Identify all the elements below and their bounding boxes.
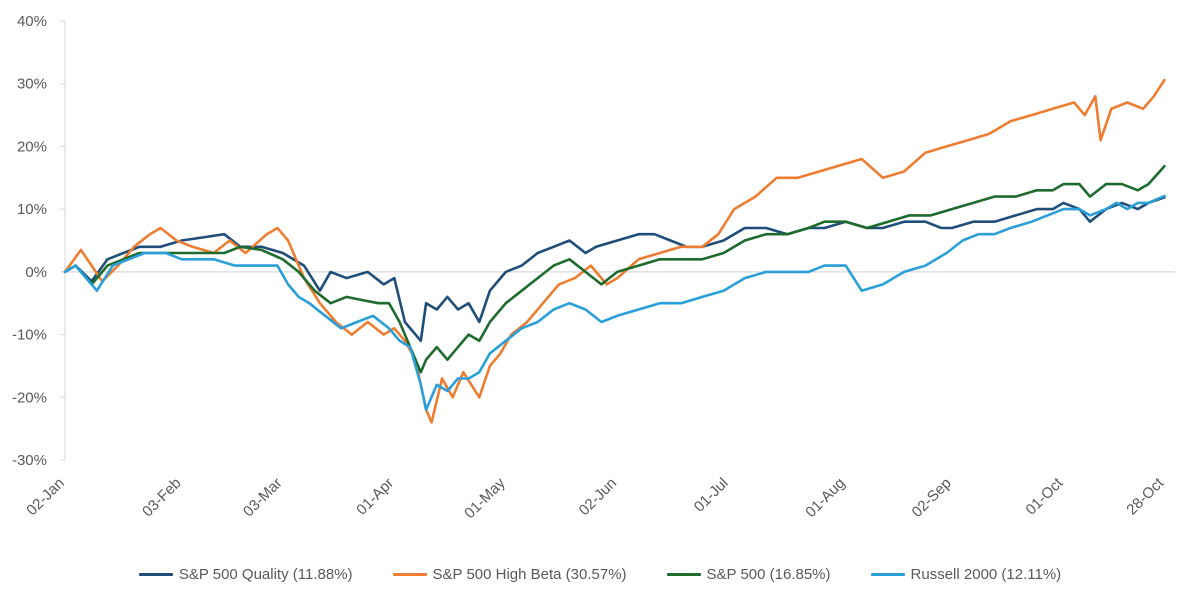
x-tick-label: 01-Aug bbox=[802, 475, 848, 521]
legend-item-1: S&P 500 High Beta (30.57%) bbox=[392, 566, 627, 583]
legend-label: S&P 500 (16.85%) bbox=[706, 566, 831, 583]
line-chart: -30% -20% -10% 0% 10% 20% 30% 40% 02-Jan 03-Feb 03… bbox=[12, 13, 1175, 522]
series-line-1 bbox=[63, 78, 1166, 424]
y-tick-label: 20% bbox=[17, 138, 47, 155]
x-tick-label: 01-Oct bbox=[1022, 474, 1066, 518]
x-tick-label: 03-Mar bbox=[240, 475, 286, 521]
x-tick-label: 02-Sep bbox=[909, 475, 955, 521]
x-tick-label: 02-Jan bbox=[23, 475, 67, 519]
x-tick-label: 02-Jun bbox=[576, 475, 620, 519]
x-tick-label: 28-Oct bbox=[1123, 474, 1167, 518]
series-line-0 bbox=[63, 196, 1166, 343]
chart-legend: S&P 500 Quality (11.88%) S&P 500 High Bet… bbox=[0, 566, 1200, 583]
legend-swatch bbox=[666, 573, 701, 576]
x-tick-label: 03-Feb bbox=[139, 475, 185, 521]
legend-item-3: Russell 2000 (12.11%) bbox=[870, 566, 1062, 583]
legend-swatch bbox=[392, 573, 427, 576]
series-lines bbox=[63, 78, 1166, 424]
legend-item-0: S&P 500 Quality (11.88%) bbox=[138, 566, 353, 583]
y-tick-label: -20% bbox=[12, 389, 47, 406]
y-tick-label: 40% bbox=[17, 13, 47, 30]
y-tick-label: -10% bbox=[12, 327, 47, 344]
legend-label: Russell 2000 (12.11%) bbox=[910, 566, 1062, 583]
series-line-2 bbox=[63, 164, 1166, 374]
x-tick-label: 01-Jul bbox=[691, 475, 732, 516]
x-tick-label: 01-May bbox=[461, 474, 509, 522]
legend-swatch bbox=[138, 573, 173, 576]
legend-item-2: S&P 500 (16.85%) bbox=[666, 566, 831, 583]
y-tick-label: -30% bbox=[12, 452, 47, 469]
series-line-3 bbox=[63, 194, 1166, 412]
y-tick-label: 10% bbox=[17, 201, 47, 218]
y-tick-label: 0% bbox=[25, 264, 47, 281]
legend-label: S&P 500 Quality (11.88%) bbox=[178, 566, 353, 583]
x-tick-label: 01-Apr bbox=[353, 475, 397, 519]
legend-swatch bbox=[870, 573, 905, 576]
y-tick-label: 30% bbox=[17, 76, 47, 93]
legend-label: S&P 500 High Beta (30.57%) bbox=[432, 566, 627, 583]
